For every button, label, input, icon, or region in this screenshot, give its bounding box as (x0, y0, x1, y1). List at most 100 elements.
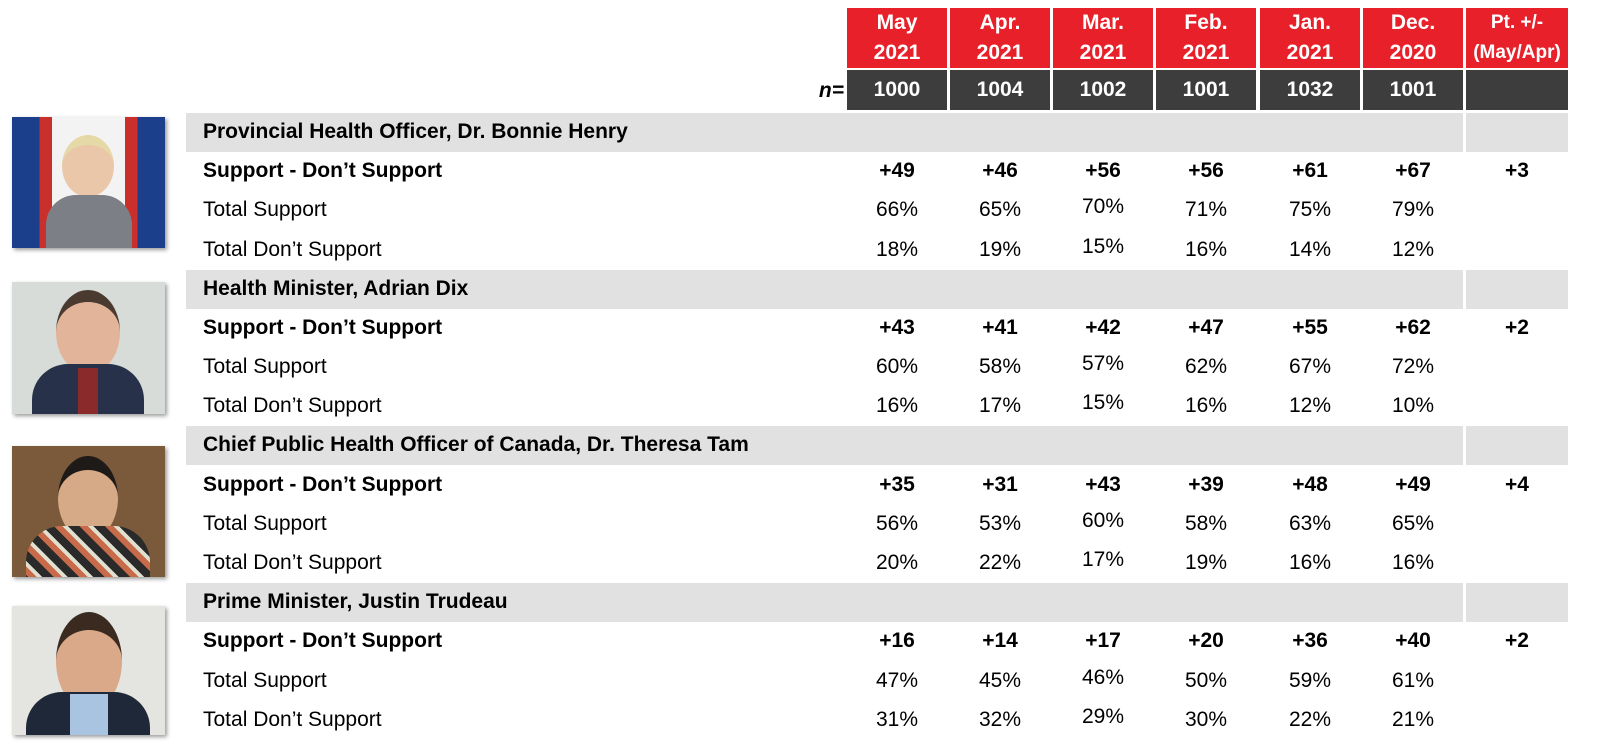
cell-value: 46% (1081, 665, 1125, 689)
section-title: Chief Public Health Officer of Canada, D… (203, 433, 749, 457)
cell-value: 15% (1081, 391, 1125, 415)
cell-value: +48 (1292, 472, 1328, 496)
row-label: Support - Don’t Support (203, 629, 443, 653)
cell-value: +39 (1188, 472, 1224, 496)
section-band (186, 583, 1463, 623)
cell-value: 75% (1288, 198, 1332, 222)
cell-value: 17% (978, 394, 1022, 418)
cell-value: 22% (978, 551, 1022, 574)
cell-value: 16% (1288, 551, 1332, 574)
row-label: Total Don’t Support (203, 237, 382, 261)
photo (12, 282, 165, 414)
cell-value: 22% (1288, 707, 1332, 731)
section-band (1466, 113, 1568, 152)
header-line: Apr. (979, 11, 1021, 34)
cell-value: 15% (1081, 234, 1125, 258)
cell-value: +16 (879, 629, 915, 653)
cell-value: 71% (1184, 198, 1228, 222)
cell-value: 12% (1288, 394, 1332, 418)
n-label: n= (818, 79, 844, 102)
cell-value: 56% (875, 511, 919, 535)
cell-value: 65% (1391, 511, 1435, 535)
section-title: Prime Minister, Justin Trudeau (203, 590, 508, 614)
row-label: Total Support (203, 355, 327, 379)
header-line: May (876, 11, 918, 34)
cell-value: 14% (1288, 237, 1332, 261)
sample-size: 1001 (1363, 70, 1463, 110)
cell-value: +49 (879, 159, 915, 183)
header-line: 2021 (873, 41, 921, 64)
cell-value: +31 (982, 472, 1018, 496)
header-line: Feb. (1184, 11, 1228, 34)
cell-value: 58% (1184, 511, 1228, 535)
cell-value: +41 (982, 315, 1018, 339)
sample-size: 1002 (1053, 70, 1153, 110)
section-band (1466, 269, 1568, 309)
cell-value: +14 (982, 629, 1018, 653)
cell-value: +61 (1292, 159, 1328, 183)
column-header: May 2021 (847, 8, 947, 68)
cell-value: +20 (1188, 629, 1224, 653)
cell-value: 21% (1391, 707, 1435, 731)
column-header: Apr. 2021 (950, 8, 1050, 68)
photo (12, 117, 165, 248)
cell-value: 59% (1288, 668, 1332, 692)
section-title: Provincial Health Officer, Dr. Bonnie He… (203, 120, 628, 143)
column-header: Dec. 2020 (1363, 8, 1463, 68)
cell-value: +49 (1395, 472, 1431, 496)
cell-value: 67% (1288, 355, 1332, 379)
section-title: Health Minister, Adrian Dix (203, 276, 469, 300)
cell-value: 72% (1391, 355, 1435, 379)
cell-value: 31% (875, 707, 919, 731)
cell-value: +56 (1085, 159, 1121, 183)
cell-value: 47% (875, 668, 919, 692)
section-band (1466, 583, 1568, 623)
cell-value: 16% (1184, 237, 1228, 261)
cell-value: 58% (978, 355, 1022, 379)
change-value: +2 (1505, 315, 1529, 339)
cell-value: 30% (1184, 707, 1228, 731)
row-label: Total Don’t Support (203, 394, 382, 418)
column-header: Mar. 2021 (1053, 8, 1153, 68)
cell-value: 61% (1391, 668, 1435, 692)
header-line: Jan. (1288, 11, 1332, 34)
row-label: Support - Don’t Support (203, 472, 443, 496)
cell-value: +36 (1292, 629, 1328, 653)
cell-value: 53% (978, 511, 1022, 535)
cell-value: +67 (1395, 159, 1431, 183)
cell-value: 12% (1391, 237, 1435, 261)
sample-size: 1001 (1156, 70, 1256, 110)
cell-value: +55 (1292, 315, 1328, 339)
cell-value: +42 (1085, 315, 1121, 339)
cell-value: 65% (978, 198, 1022, 222)
header-line: 2021 (1286, 41, 1334, 64)
cell-value: 60% (875, 355, 919, 379)
cell-value: 29% (1081, 704, 1125, 728)
cell-value: 45% (978, 668, 1022, 692)
cell-value: 18% (875, 237, 919, 261)
row-label: Total Don’t Support (203, 707, 382, 731)
cell-value: 10% (1391, 394, 1435, 418)
cell-value: 19% (978, 237, 1022, 261)
cell-value: 57% (1081, 352, 1125, 376)
cell-value: 60% (1081, 508, 1125, 532)
cell-value: +40 (1395, 629, 1431, 653)
cell-value: 16% (1391, 551, 1435, 574)
cell-value: 66% (875, 198, 919, 222)
cell-value: +56 (1188, 159, 1224, 183)
cell-value: 50% (1184, 668, 1228, 692)
cell-value: 16% (1184, 394, 1228, 418)
cell-value: +35 (879, 472, 915, 496)
cell-value: +43 (1085, 472, 1121, 496)
row-label: Support - Don’t Support (203, 159, 443, 183)
section-band (186, 113, 1463, 152)
cell-value: 16% (875, 394, 919, 418)
column-header: Pt. +/- (May/Apr) (1466, 8, 1568, 68)
section-band (1466, 426, 1568, 466)
photo (12, 446, 165, 577)
header-line: Dec. (1390, 11, 1436, 34)
header-line: 2021 (1182, 41, 1230, 64)
cell-value: +47 (1188, 315, 1224, 339)
cell-value: 19% (1184, 551, 1228, 574)
